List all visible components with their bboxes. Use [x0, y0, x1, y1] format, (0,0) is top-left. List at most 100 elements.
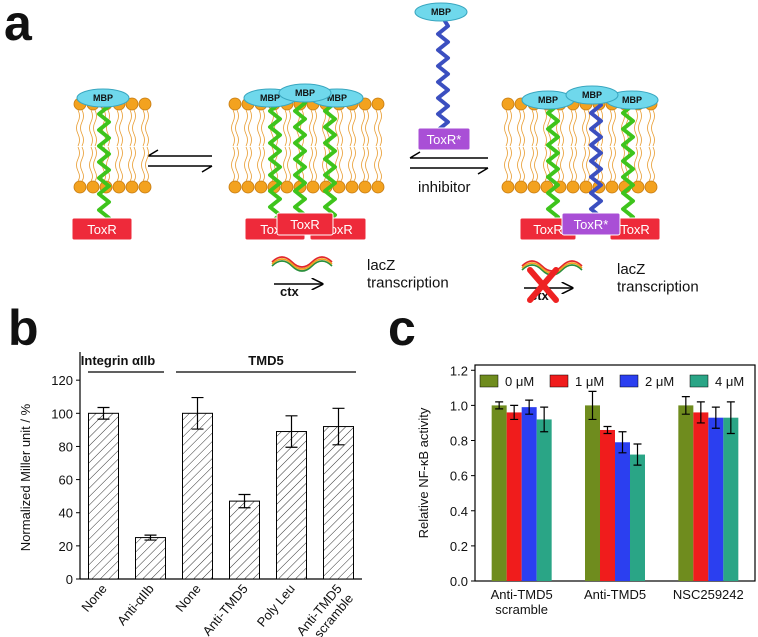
lipid-tail — [80, 109, 84, 147]
bar — [630, 454, 645, 581]
lipid-tail — [248, 109, 252, 147]
y-tick-label: 0.0 — [450, 574, 468, 589]
bar — [678, 405, 694, 581]
mbp — [414, 2, 468, 22]
lipid-tail — [89, 109, 93, 147]
legend-label: 1 μM — [575, 374, 604, 389]
lipid-tail — [517, 146, 521, 182]
lipid-head — [605, 180, 619, 194]
diagram: a inhibitor MBP ToxR MBP MBP MBP ToxR ToxR ToxR… — [4, 0, 699, 303]
lipid-tail — [119, 146, 123, 182]
lipid-tail — [586, 146, 590, 182]
lipid-head — [241, 180, 255, 194]
toxr — [417, 127, 471, 151]
lipid-tail — [339, 109, 343, 147]
lipid-head — [527, 180, 541, 194]
lipid-tail — [521, 109, 525, 147]
error-bar — [332, 407, 345, 446]
bar — [585, 405, 600, 581]
lipid-tail — [560, 146, 564, 182]
x-tick-label: Anti-TMD5 — [584, 587, 646, 602]
mbp-label: MBP — [93, 93, 113, 103]
lipid-tail — [608, 146, 612, 182]
lipid-tail — [534, 146, 538, 182]
error-bar — [144, 534, 157, 541]
bar — [506, 412, 522, 581]
x-tick-label: None — [78, 581, 109, 614]
y-tick-label: 1.0 — [450, 398, 468, 413]
lipid-head — [228, 180, 242, 194]
lipid-tail — [573, 146, 577, 182]
mbp-label: MBP — [431, 7, 451, 17]
toxr-label: ToxR — [533, 222, 563, 237]
lipid-tail — [612, 109, 616, 147]
lipid-head — [228, 97, 242, 111]
lipid-tail — [145, 109, 149, 147]
error-bar — [510, 404, 519, 421]
lipid-head — [125, 180, 139, 194]
lipid-head — [138, 97, 152, 111]
output-label: lacZ transcription — [367, 257, 449, 291]
lipid-tail — [76, 109, 80, 147]
lipid-tail — [235, 146, 239, 182]
lipid-tail — [534, 109, 538, 147]
lipid-tail — [521, 146, 525, 182]
error-bar — [238, 493, 251, 509]
helix — [293, 93, 307, 233]
legend-label: 2 μM — [645, 374, 674, 389]
lipid-head — [566, 180, 580, 194]
panel-label: b — [8, 300, 39, 356]
lipid-tail — [257, 109, 261, 147]
lipid-tail — [352, 146, 356, 182]
lipid-head — [138, 180, 152, 194]
lipid-tail — [504, 146, 508, 182]
y-tick-label: 1.2 — [450, 363, 468, 378]
lipid-tail — [93, 146, 97, 182]
lipid-tail — [231, 146, 235, 182]
toxr-label: ToxR* — [574, 217, 609, 232]
lipid-tail — [231, 109, 235, 147]
y-axis-label: Normalized Miller unit / % — [18, 403, 33, 551]
lipid-tail — [76, 146, 80, 182]
lipid-tail — [141, 146, 145, 182]
error-bar — [711, 406, 720, 429]
lipid-tail — [309, 109, 313, 147]
lipid-tail — [612, 146, 616, 182]
legend-swatch — [549, 374, 569, 388]
bar — [229, 500, 260, 580]
annotation: TMD5 — [248, 353, 283, 368]
lipid-tail — [261, 109, 265, 147]
helix — [97, 96, 111, 228]
y-tick-label: 0.6 — [450, 469, 468, 484]
y-tick-label: 0.2 — [450, 539, 468, 554]
error-bar — [97, 406, 110, 420]
mbp-label: MBP — [260, 93, 280, 103]
lipid-tail — [361, 109, 365, 147]
lipid-tail — [352, 109, 356, 147]
lipid-tail — [517, 109, 521, 147]
mbp — [76, 88, 130, 108]
lipid-tail — [374, 146, 378, 182]
lipid-head — [125, 97, 139, 111]
y-tick-label: 0.8 — [450, 434, 468, 449]
bar — [323, 426, 354, 580]
lipid-tail — [93, 109, 97, 147]
lipid-tail — [119, 109, 123, 147]
error-bar — [726, 401, 735, 435]
equilibrium-arrows — [147, 149, 489, 175]
lipid-head — [371, 97, 385, 111]
lipid-tail — [244, 109, 248, 147]
helix — [323, 93, 337, 233]
lipid-head — [371, 180, 385, 194]
x-tick-label: Anti-αIIb — [114, 581, 157, 628]
lipid-tail — [378, 109, 382, 147]
lipid-tail — [599, 109, 603, 147]
helix — [436, 16, 450, 132]
lipid-tail — [132, 109, 136, 147]
lipid-tail — [115, 109, 119, 147]
bar — [182, 412, 213, 580]
helix — [621, 95, 635, 227]
error-bar — [540, 406, 549, 433]
lipid-tail — [508, 146, 512, 182]
